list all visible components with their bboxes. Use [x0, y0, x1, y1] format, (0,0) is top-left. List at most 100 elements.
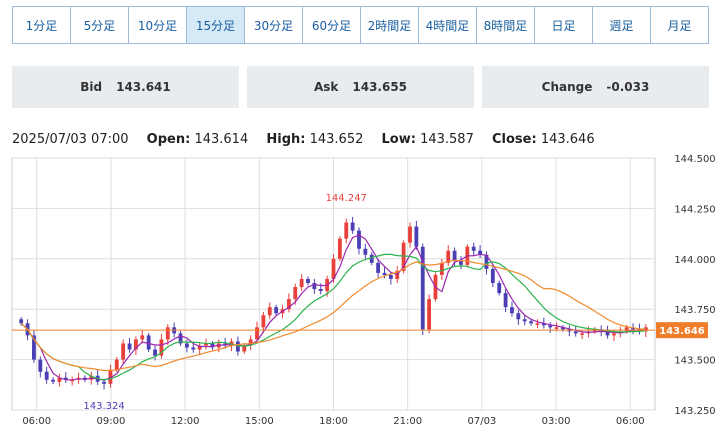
tab-timeframe-4[interactable]: 30分足 — [245, 7, 303, 43]
candle-body — [248, 339, 253, 346]
candle-body — [408, 226, 412, 243]
ask-value: 143.655 — [352, 80, 408, 94]
candle-body — [554, 327, 559, 329]
x-tick-label: 07/03 — [467, 416, 496, 427]
candle-body — [376, 262, 381, 273]
candle-body — [204, 343, 208, 346]
candle-body — [331, 258, 336, 279]
candle-body — [484, 254, 489, 269]
tab-timeframe-11[interactable]: 月足 — [651, 7, 708, 43]
candle-body — [427, 299, 432, 330]
candle-body — [497, 282, 502, 294]
high-value: 143.652 — [309, 132, 364, 147]
candle-body — [337, 238, 342, 259]
candle-body — [401, 242, 406, 271]
x-tick-label: 18:00 — [319, 416, 348, 427]
tab-timeframe-8[interactable]: 8時間足 — [477, 7, 535, 43]
candle-body — [414, 226, 419, 247]
candle-body — [312, 282, 317, 290]
low-value: 143.587 — [420, 132, 474, 147]
candle-body — [146, 335, 151, 350]
candle-body — [452, 250, 457, 261]
candle-body — [178, 333, 183, 344]
x-tick-label: 09:00 — [97, 416, 126, 427]
candle-body — [529, 321, 533, 324]
candle-body — [318, 289, 323, 292]
tab-timeframe-0[interactable]: 1分足 — [13, 7, 71, 43]
candlestick-chart[interactable]: 144.500 144.250 144.000 143.750 143.500 143.2… — [0, 150, 720, 432]
ohlc-readout: 2025/07/03 07:00 Open: 143.614 High: 143… — [12, 132, 609, 147]
x-tick-label: 06:00 — [616, 416, 645, 427]
ask-label: Ask — [313, 80, 339, 94]
candle-body — [344, 222, 349, 239]
candle-body — [357, 230, 361, 249]
candle-body — [57, 377, 62, 382]
timeframe-tabs: 1分足 5分足 10分足 15分足 30分足 60分足 2時間足 4時間足 8時間足 日足 週足 月足 — [12, 6, 709, 44]
candle-body — [210, 343, 215, 348]
quote-bar: Bid 143.641 Ask 143.655 Change -0.033 — [12, 66, 709, 108]
candle-body — [548, 325, 553, 328]
ohlc-datetime: 2025/07/03 07:00 — [12, 132, 129, 147]
candle-body — [306, 278, 310, 283]
candle-body — [286, 299, 291, 310]
tab-timeframe-5[interactable]: 60分足 — [303, 7, 361, 43]
tab-timeframe-1[interactable]: 5分足 — [71, 7, 129, 43]
candle-body — [44, 371, 49, 380]
candle-body — [108, 369, 113, 384]
current-price-label: 143.646 — [659, 326, 705, 337]
candle-body — [114, 359, 119, 370]
ma-mid-line — [20, 253, 646, 381]
candle-body — [471, 246, 476, 251]
candle-body — [478, 250, 483, 255]
candle-body — [612, 333, 616, 336]
tab-timeframe-7[interactable]: 4時間足 — [419, 7, 477, 43]
candle-body — [382, 272, 387, 275]
change-box: Change -0.033 — [482, 66, 709, 108]
tab-timeframe-10[interactable]: 週足 — [593, 7, 651, 43]
current-price-tag — [656, 322, 708, 339]
y-tick-label: 144.250 — [674, 204, 715, 215]
candle-body — [197, 345, 202, 350]
candle-body — [191, 347, 196, 350]
candle-body — [38, 359, 43, 372]
low-annotation: 143.324 — [83, 401, 124, 412]
candle-body — [127, 343, 132, 350]
candle-body — [446, 250, 451, 263]
candle-body — [573, 331, 578, 334]
change-label: Change — [541, 80, 593, 94]
candle-body — [388, 274, 393, 279]
ask-box: Ask 143.655 — [247, 66, 474, 108]
candle-body — [134, 339, 138, 350]
open-label: Open: — [146, 132, 191, 147]
y-tick-label: 143.500 — [674, 356, 715, 367]
candle-body — [267, 307, 272, 316]
candle-body — [184, 343, 189, 348]
high-label: High: — [266, 132, 306, 147]
candle-body — [140, 335, 145, 340]
y-tick-label: 143.250 — [674, 406, 715, 417]
y-tick-label: 144.500 — [674, 154, 715, 165]
tab-timeframe-3[interactable]: 15分足 — [187, 7, 245, 43]
x-tick-label: 15:00 — [245, 416, 274, 427]
ma-short-line — [20, 234, 646, 381]
candle-body — [153, 349, 157, 356]
bid-label: Bid — [80, 80, 103, 94]
tab-timeframe-6[interactable]: 2時間足 — [361, 7, 419, 43]
candle-body — [261, 315, 266, 328]
tab-timeframe-2[interactable]: 10分足 — [129, 7, 187, 43]
candle-body — [363, 248, 368, 255]
candle-body — [32, 335, 36, 360]
candle-body — [299, 278, 304, 288]
candle-body — [420, 246, 425, 330]
y-tick-label: 144.000 — [674, 255, 715, 266]
x-tick-label: 06:00 — [22, 416, 51, 427]
change-value: -0.033 — [606, 80, 650, 94]
bid-value: 143.641 — [116, 80, 171, 94]
tab-timeframe-9[interactable]: 日足 — [535, 7, 593, 43]
close-label: Close: — [492, 132, 537, 147]
candle-body — [51, 379, 55, 382]
candle-body — [293, 287, 298, 300]
candle-body — [605, 331, 610, 336]
candle-body — [350, 222, 355, 231]
candle-body — [459, 260, 463, 265]
